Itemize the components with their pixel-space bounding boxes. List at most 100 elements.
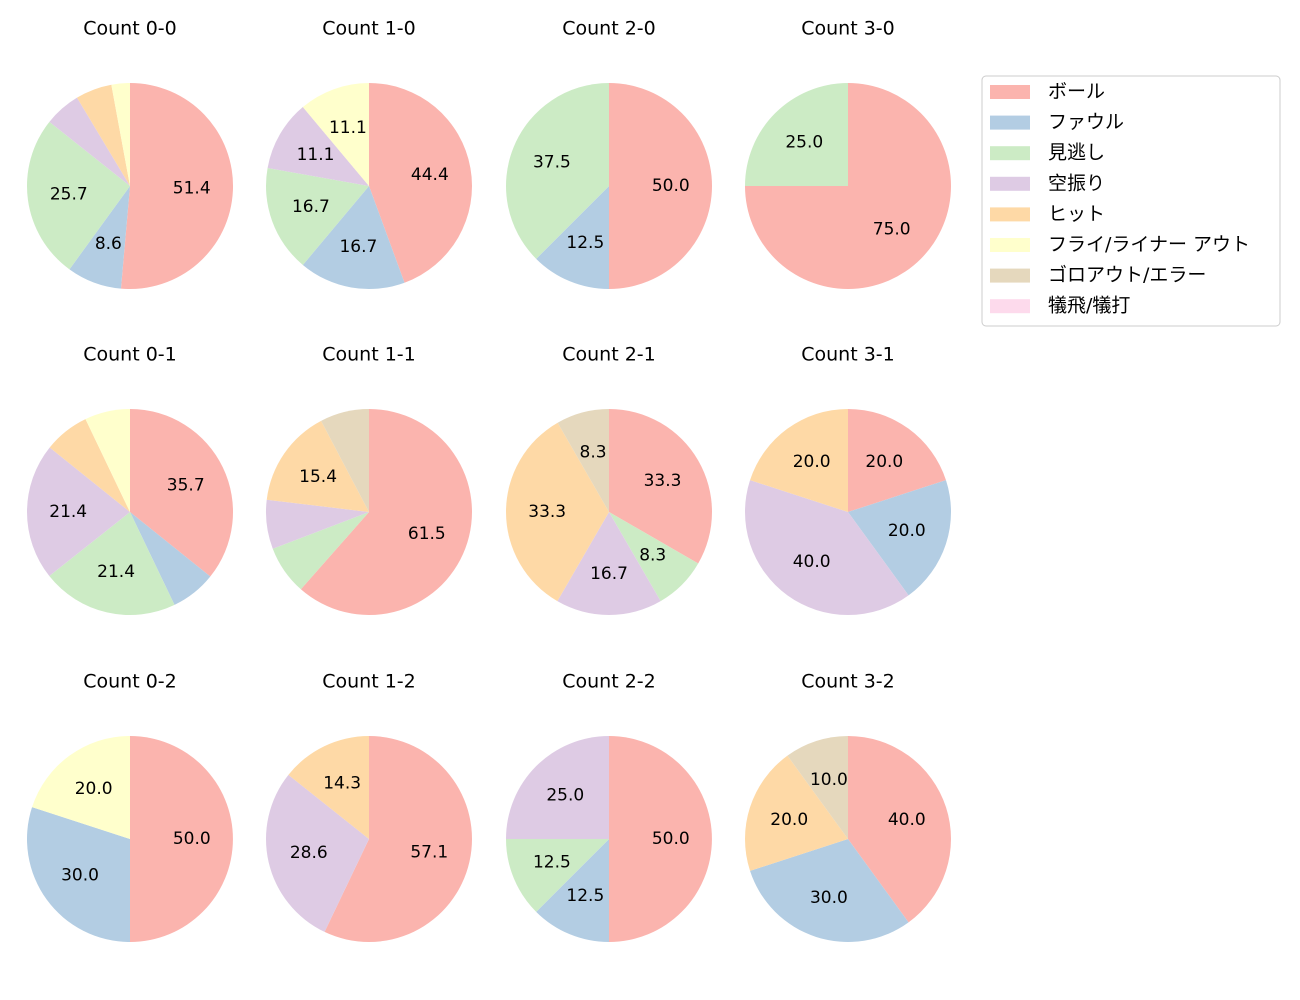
slice-label: 12.5 <box>566 886 604 906</box>
pie-slice <box>49 97 130 186</box>
pie-chart: Count 3-1 20.0 20.0 40.0 20.0 <box>744 344 952 616</box>
slice-label: 40.0 <box>793 552 831 572</box>
pie-slice <box>265 774 369 932</box>
pie-chart: Count 2-2 50.0 12.5 12.5 25.0 <box>506 671 712 942</box>
slice-label: 21.4 <box>49 502 87 522</box>
legend-entry: ファウル <box>1048 111 1124 133</box>
pie-slice <box>787 736 848 839</box>
pie-chart: Count 0-0 51.4 8.6 25.7 <box>26 18 234 289</box>
pie-slice <box>69 186 130 289</box>
legend-entry: ゴロアウト/エラー <box>1048 264 1206 286</box>
pie-slice <box>267 107 369 186</box>
legend-swatch <box>990 207 1030 222</box>
pie-chart: Count 1-1 61.5 15.4 <box>265 344 472 615</box>
pie-chart: Count 2-1 33.3 8.3 16.7 33.3 8.3 <box>506 344 712 616</box>
pie-slice <box>750 839 909 943</box>
slice-label: 15.4 <box>299 467 337 487</box>
pie-slice <box>557 512 661 616</box>
slice-label: 21.4 <box>97 562 135 582</box>
pie-title: Count 0-2 <box>83 671 177 693</box>
pie-title: Count 3-2 <box>801 671 895 693</box>
legend-entry: 空振り <box>1048 172 1105 194</box>
pie-slice <box>111 83 130 186</box>
pie-slice <box>609 512 699 602</box>
pie-slice <box>26 447 130 576</box>
pie-slice <box>272 512 369 590</box>
pie-slice <box>288 736 369 839</box>
pie-slice <box>321 409 369 512</box>
slice-label: 30.0 <box>61 865 99 885</box>
pie-slice <box>609 736 712 942</box>
slice-label: 50.0 <box>652 829 690 849</box>
pie-slice <box>130 736 233 942</box>
legend-swatch <box>990 146 1030 161</box>
pie-slice <box>369 83 473 283</box>
pie-slice <box>557 409 609 512</box>
slice-label: 11.1 <box>329 118 367 138</box>
pie-title: Count 3-1 <box>801 344 895 366</box>
slice-label: 12.5 <box>533 853 571 873</box>
legend-frame <box>981 75 1281 327</box>
legend-entry: ヒット <box>1048 203 1105 225</box>
slice-label: 28.6 <box>290 843 328 863</box>
pie-slice <box>744 480 909 616</box>
legend-swatch <box>990 268 1030 283</box>
legend-entry: ボール <box>1048 81 1105 103</box>
pie-slice <box>302 83 369 186</box>
slice-label: 20.0 <box>75 779 113 799</box>
pie-slice <box>49 419 131 512</box>
pie-title: Count 1-2 <box>322 671 416 693</box>
pie-slice <box>750 409 848 512</box>
pie-slice <box>26 807 130 942</box>
legend-swatch <box>990 299 1030 314</box>
pie-chart: Count 0-1 35.7 21.4 21.4 <box>26 344 234 615</box>
legend-entry: 見逃し <box>1048 142 1105 164</box>
pie-title: Count 2-2 <box>562 671 656 693</box>
pie-slice <box>506 736 609 839</box>
pie-slice <box>745 83 848 186</box>
pie-slice <box>77 84 130 186</box>
pie-chart: Count 2-0 50.0 12.5 37.5 <box>506 18 712 289</box>
pie-slice <box>265 499 369 549</box>
pie-slice <box>536 839 609 942</box>
slice-label: 35.7 <box>167 475 205 495</box>
pie-title: Count 3-0 <box>801 18 895 40</box>
pie-slice <box>324 736 472 943</box>
pie-slice <box>609 83 712 289</box>
pie-slice <box>506 839 609 912</box>
slice-label: 51.4 <box>173 179 211 199</box>
slice-label: 16.7 <box>590 564 628 584</box>
pie-slice <box>506 83 609 259</box>
pie-slice <box>85 409 130 512</box>
slice-label: 33.3 <box>644 471 682 491</box>
pie-chart: Count 3-0 75.0 25.0 <box>745 18 951 289</box>
pie-slice <box>130 512 211 605</box>
slice-label: 50.0 <box>652 176 690 196</box>
slice-label: 8.3 <box>580 442 607 462</box>
pie-title: Count 1-1 <box>322 344 416 366</box>
slice-label: 20.0 <box>770 810 808 830</box>
legend-entry: 犠飛/犠打 <box>1048 295 1130 317</box>
legend-swatch <box>990 115 1030 130</box>
pie-slice <box>300 409 472 615</box>
pie-slice <box>536 186 609 289</box>
slice-label: 10.0 <box>810 770 848 790</box>
pie-slice <box>130 409 234 577</box>
pie-chart: Count 1-2 57.1 28.6 14.3 <box>265 671 472 943</box>
slice-label: 25.0 <box>546 785 584 805</box>
slice-label: 61.5 <box>408 524 446 544</box>
slice-label: 8.3 <box>639 546 666 566</box>
pie-slice <box>848 409 946 512</box>
slice-label: 20.0 <box>865 452 903 472</box>
slice-label: 40.0 <box>888 810 926 830</box>
slice-label: 37.5 <box>533 152 571 172</box>
pie-slice <box>609 409 712 564</box>
pie-slice <box>32 736 130 839</box>
pie-slice <box>744 755 848 871</box>
slice-label: 25.7 <box>50 184 88 204</box>
slice-label: 44.4 <box>411 165 449 185</box>
legend-swatch <box>990 238 1030 252</box>
slice-label: 33.3 <box>528 502 566 522</box>
pie-title: Count 1-0 <box>322 18 416 40</box>
